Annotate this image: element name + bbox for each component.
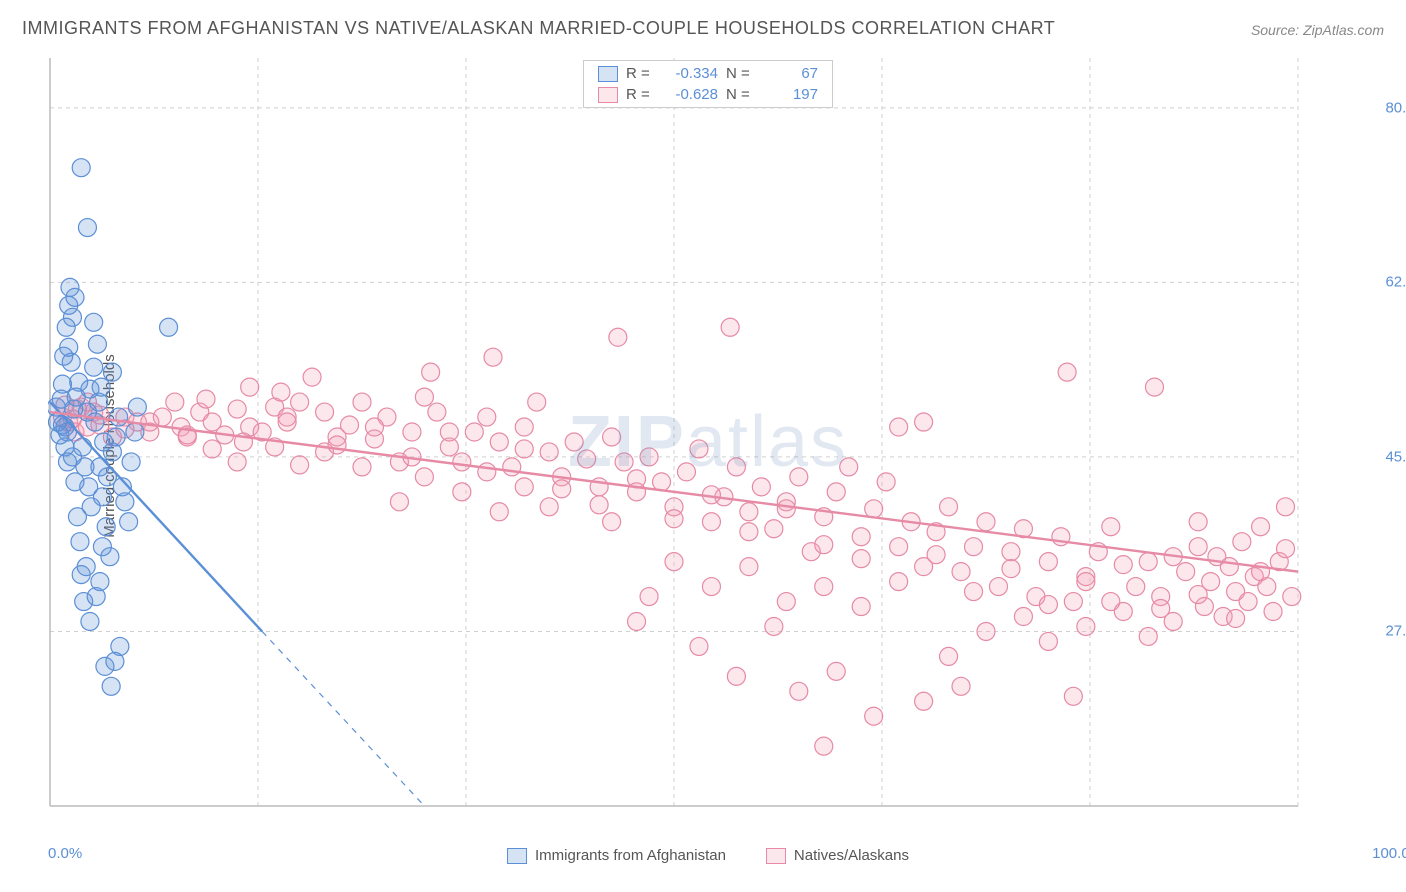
swatch-afghan [598,66,618,82]
y-tick-label: 80.0% [1385,99,1406,116]
legend-item-afghan: Immigrants from Afghanistan [507,847,726,864]
legend-item-native: Natives/Alaskans [766,847,909,864]
legend-row-afghan: R = -0.334 N = 67 [584,63,832,84]
chart-container: Married-couple Households ZIPatlas 27.5%… [48,56,1368,836]
r-value-native: -0.628 [666,86,718,103]
y-tick-label: 27.5% [1385,623,1406,640]
r-value-afghan: -0.334 [666,65,718,82]
n-value-native: 197 [766,86,818,103]
swatch-native [598,87,618,103]
y-tick-label: 62.5% [1385,274,1406,291]
scatter-plot [48,56,1368,836]
x-tick-max: 100.0% [1372,845,1406,862]
legend-label-afghan: Immigrants from Afghanistan [535,847,726,864]
r-label: R = [626,86,658,103]
series-legend: Immigrants from Afghanistan Natives/Alas… [507,847,909,864]
source-prefix: Source: [1251,22,1303,38]
chart-title: IMMIGRANTS FROM AFGHANISTAN VS NATIVE/AL… [22,18,1055,39]
source-link[interactable]: ZipAtlas.com [1303,22,1384,38]
correlation-legend: R = -0.334 N = 67 R = -0.628 N = 197 [583,60,833,108]
y-tick-label: 45.0% [1385,448,1406,465]
r-label: R = [626,65,658,82]
source-attribution: Source: ZipAtlas.com [1251,22,1384,38]
n-label: N = [726,86,758,103]
legend-row-native: R = -0.628 N = 197 [584,84,832,105]
swatch-native-icon [766,848,786,864]
legend-label-native: Natives/Alaskans [794,847,909,864]
x-tick-min: 0.0% [48,845,82,862]
swatch-afghan-icon [507,848,527,864]
n-value-afghan: 67 [766,65,818,82]
n-label: N = [726,65,758,82]
